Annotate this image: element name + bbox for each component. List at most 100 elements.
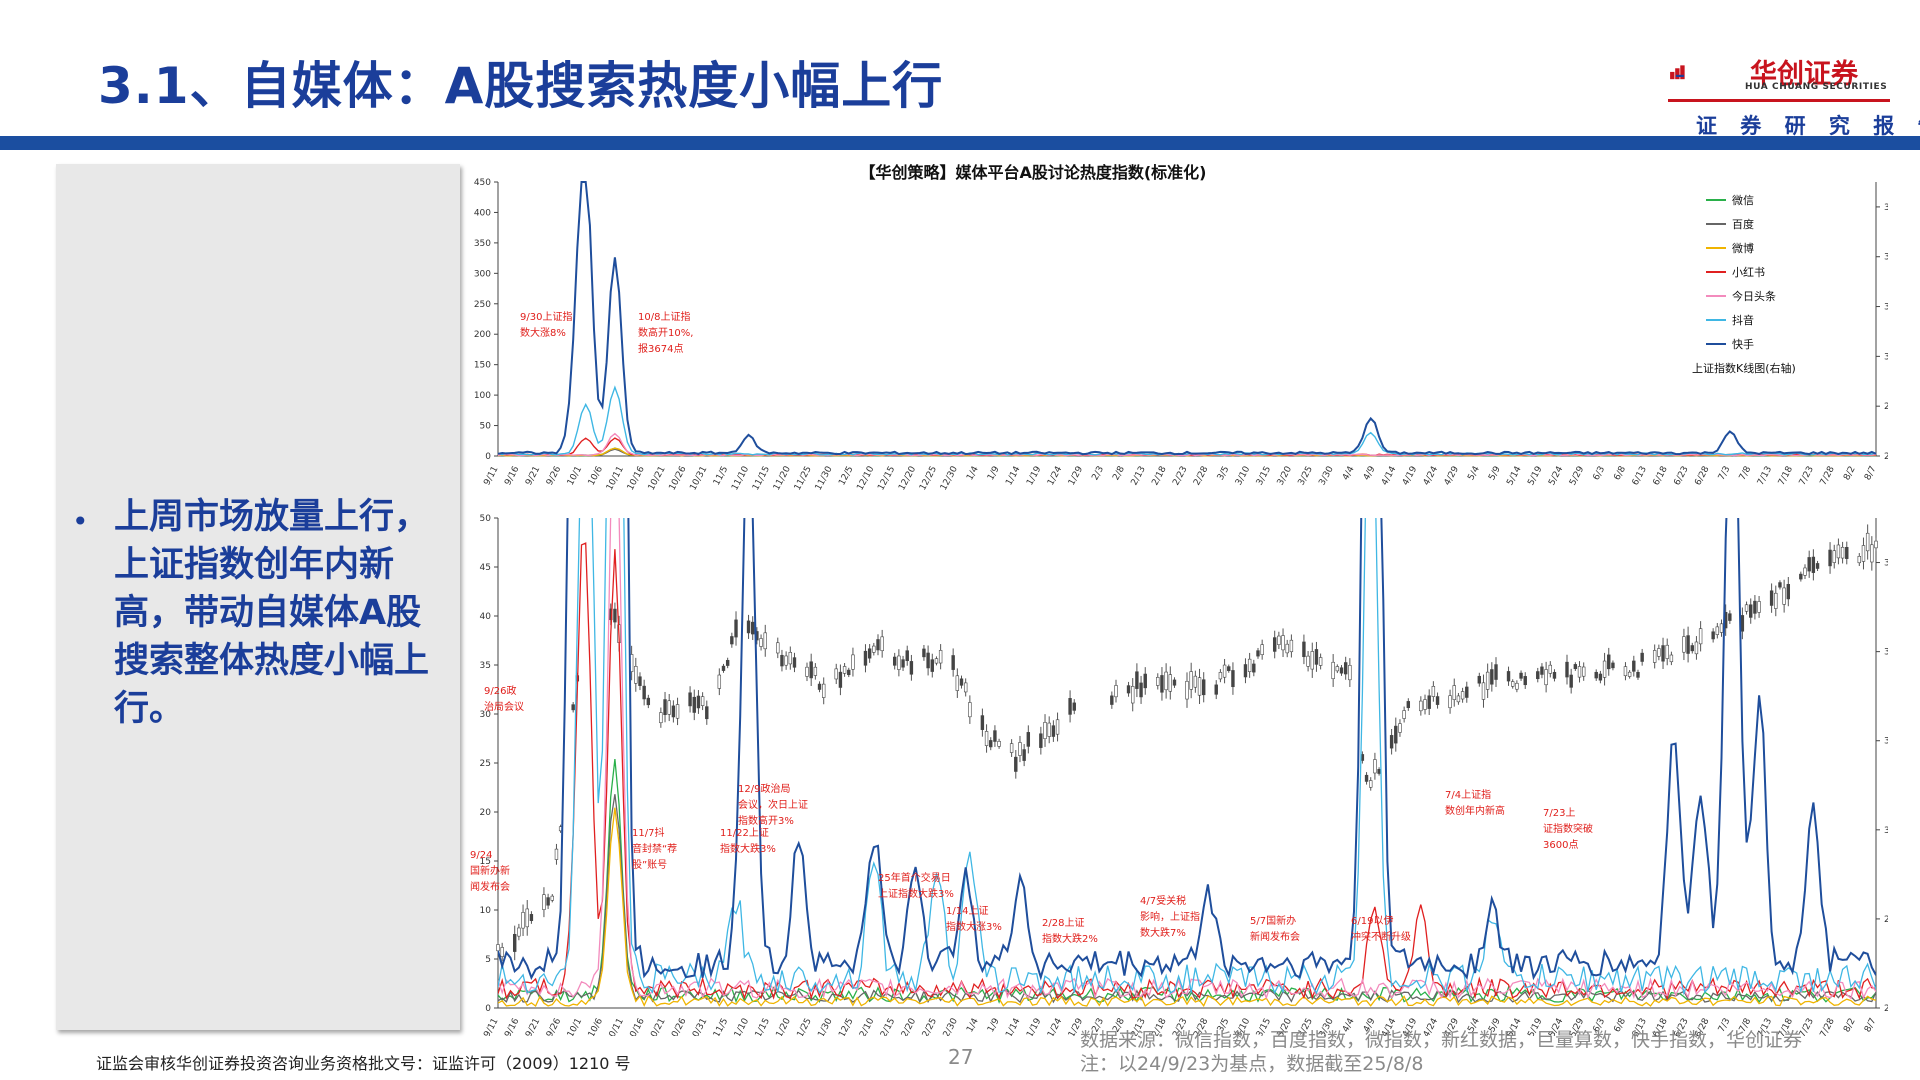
- index-candle-body: [1197, 677, 1202, 696]
- x-tick-label: 11/10: [730, 464, 751, 492]
- x-tick-label: 7/23: [1798, 465, 1816, 488]
- index-candle-body: [1490, 669, 1494, 685]
- data-source: 数据来源：微信指数，百度指数，微指数，新红数据，巨量算数，快手指数，华创证券: [1080, 1029, 1803, 1051]
- index-candle-body: [1072, 702, 1076, 711]
- x-tick-label: 7/8: [1738, 464, 1754, 482]
- annotation-bottom: 数大跌7%: [1140, 926, 1186, 939]
- index-candle-body: [546, 897, 550, 906]
- index-candle-body: [997, 740, 1001, 747]
- index-candle-body: [834, 668, 838, 680]
- annotation-bottom: 闻发布会: [470, 880, 510, 893]
- index-candle-body: [784, 655, 788, 666]
- x-tick-label: 9/16: [503, 1016, 521, 1036]
- x-tick-label: 5/9: [1487, 464, 1503, 482]
- index-candle-body: [1623, 666, 1628, 677]
- x-tick-label: 4/19: [1401, 464, 1419, 487]
- index-candle-body: [788, 652, 793, 665]
- annotation-bottom: 7/23上: [1543, 807, 1575, 819]
- index-candle-body: [1460, 691, 1465, 700]
- x-tick-label: 2/8: [1111, 464, 1127, 482]
- index-candle-body: [922, 648, 926, 658]
- x-tick-label: 10/6: [587, 464, 605, 487]
- index-candle-body: [1389, 735, 1394, 749]
- series-line-bottom: [498, 518, 1876, 1000]
- annotation-bottom: 2/28上证: [1042, 917, 1084, 929]
- y-tick-label: 45: [480, 563, 491, 573]
- x-tick-label: 1/24: [1046, 464, 1064, 487]
- index-candle-body: [1431, 686, 1436, 697]
- x-tick-label: 11/10: [730, 1016, 751, 1036]
- annotation-bottom: 股”账号: [632, 859, 667, 871]
- annotation-bottom: 治局会议: [484, 700, 524, 713]
- index-candle-body: [1669, 654, 1674, 663]
- x-tick-label: 10/21: [647, 465, 668, 493]
- y2-tick-label: 2800: [1884, 915, 1888, 925]
- y-tick-label: 0: [485, 1004, 491, 1014]
- index-candle-body: [1807, 557, 1811, 572]
- index-candle-body: [1310, 651, 1314, 670]
- x-tick-label: 7/3: [1717, 465, 1733, 482]
- x-tick-label: 5/24: [1547, 464, 1565, 487]
- heat-index-chart: 【华创策略】媒体平台A股讨论热度指数(标准化) 0501001502002503…: [470, 163, 1888, 1036]
- index-candle-body: [1131, 686, 1135, 704]
- index-candle-body: [1394, 725, 1398, 744]
- index-candle-body: [525, 908, 529, 928]
- index-candle-body: [700, 696, 705, 706]
- index-candle-body: [1611, 662, 1615, 669]
- x-tick-label: 10/26: [668, 1016, 689, 1036]
- x-tick-label: 2/28: [1192, 464, 1210, 487]
- x-tick-label: 11/20: [772, 1016, 793, 1036]
- logo-name: 华创证券: [1750, 59, 1858, 90]
- index-candle-body: [1168, 674, 1172, 692]
- logo-mark-icon: [1670, 65, 1685, 80]
- x-tick-label: 10/16: [626, 464, 647, 492]
- index-candle-body: [1602, 660, 1607, 678]
- index-candle-body: [776, 642, 780, 654]
- index-candle-body: [1135, 671, 1139, 689]
- index-candle-body: [1456, 695, 1461, 703]
- index-candle-body: [1143, 673, 1147, 689]
- index-candle-body: [1423, 699, 1427, 710]
- index-candle-body: [688, 692, 692, 707]
- index-candle-body: [1636, 671, 1640, 678]
- annotation-bottom: 影响，上证指: [1140, 910, 1200, 923]
- index-candle-body: [1448, 695, 1452, 709]
- x-tick-label: 12/30: [939, 1016, 960, 1036]
- index-candle-body: [554, 848, 559, 860]
- annotation-bottom: 新闻发布会: [1250, 930, 1300, 943]
- x-tick-label: 1/4: [965, 464, 981, 482]
- index-candle-body: [1661, 645, 1665, 662]
- x-tick-label: 3/5: [1216, 465, 1232, 482]
- summary-panel: [56, 164, 460, 1030]
- x-tick-label: 3/30: [1317, 464, 1335, 487]
- x-tick-label: 10/11: [605, 465, 626, 493]
- x-tick-label: 1/29: [1067, 464, 1085, 487]
- index-candle-body: [1164, 671, 1168, 691]
- index-candle-body: [1494, 664, 1498, 680]
- x-tick-label: 7/18: [1777, 464, 1795, 487]
- x-tick-label: 2/13: [1130, 465, 1148, 488]
- index-candle-body: [934, 658, 939, 664]
- x-tick-label: 8/7: [1863, 465, 1879, 482]
- x-tick-label: 12/25: [918, 1017, 939, 1036]
- x-tick-label: 9/11: [482, 465, 500, 488]
- legend-label: 上证指数K线图(右轴): [1692, 361, 1796, 375]
- annotation-bottom: 指数大跌2%: [1042, 932, 1098, 945]
- index-candle-body: [1256, 650, 1260, 657]
- index-candle-body: [1281, 635, 1285, 651]
- index-candle-body: [1652, 650, 1657, 663]
- x-tick-label: 8/7: [1863, 1017, 1879, 1034]
- index-candle-body: [813, 666, 818, 676]
- x-tick-label: 10/16: [626, 1016, 647, 1036]
- index-candle-body: [1285, 643, 1289, 654]
- x-tick-label: 7/28: [1819, 1016, 1837, 1036]
- index-candle-body: [1126, 685, 1131, 694]
- index-candle-body: [634, 666, 638, 684]
- annotation-bottom: 11/22上证: [720, 827, 769, 839]
- index-candle-body: [1110, 695, 1114, 705]
- index-candle-body: [897, 655, 901, 670]
- x-tick-label: 6/28: [1693, 464, 1711, 487]
- index-candle-body: [1043, 722, 1047, 740]
- annotation-bottom: 冲突不断升级: [1351, 930, 1411, 943]
- index-candle-body: [1189, 671, 1193, 690]
